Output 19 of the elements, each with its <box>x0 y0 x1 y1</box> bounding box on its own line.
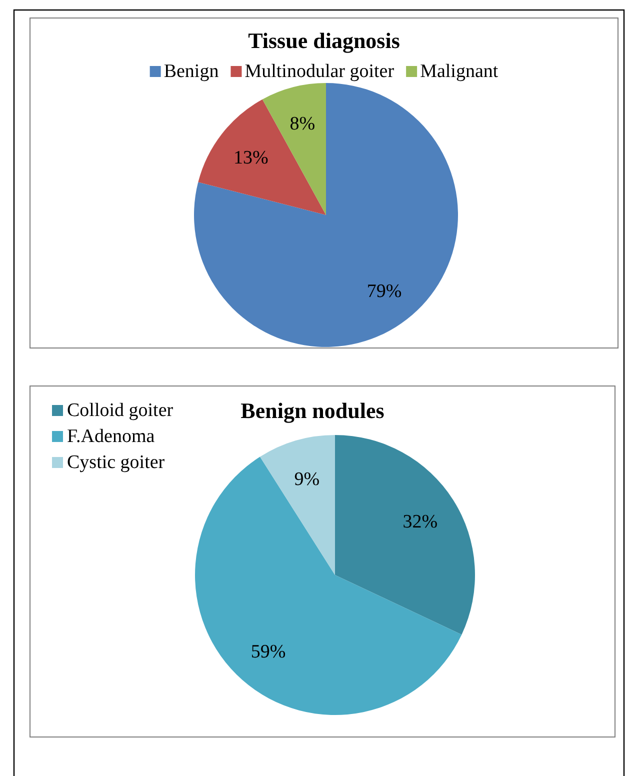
pie-slice <box>198 99 326 215</box>
pie-slice <box>335 435 475 635</box>
data-label: 59% <box>250 641 286 662</box>
data-label: 8% <box>290 114 316 135</box>
data-label: 32% <box>402 512 438 533</box>
pie-slice <box>194 83 458 347</box>
data-label: 79% <box>366 280 402 302</box>
data-label: 13% <box>233 147 268 168</box>
pie-slice <box>260 435 335 575</box>
legend-label: F.Adenoma <box>67 426 156 447</box>
chart-title: Tissue diagnosis <box>248 28 400 53</box>
legend-label: Colloid goiter <box>67 400 174 421</box>
legend-label: Malignant <box>420 61 499 82</box>
pie-slice <box>195 456 462 715</box>
legend-label: Multinodular goiter <box>244 61 395 82</box>
legend-label: Benign <box>164 61 220 82</box>
legend-label: Cystic goiter <box>67 452 166 473</box>
chart-title: Benign nodules <box>240 398 385 423</box>
data-label: 9% <box>294 468 320 490</box>
